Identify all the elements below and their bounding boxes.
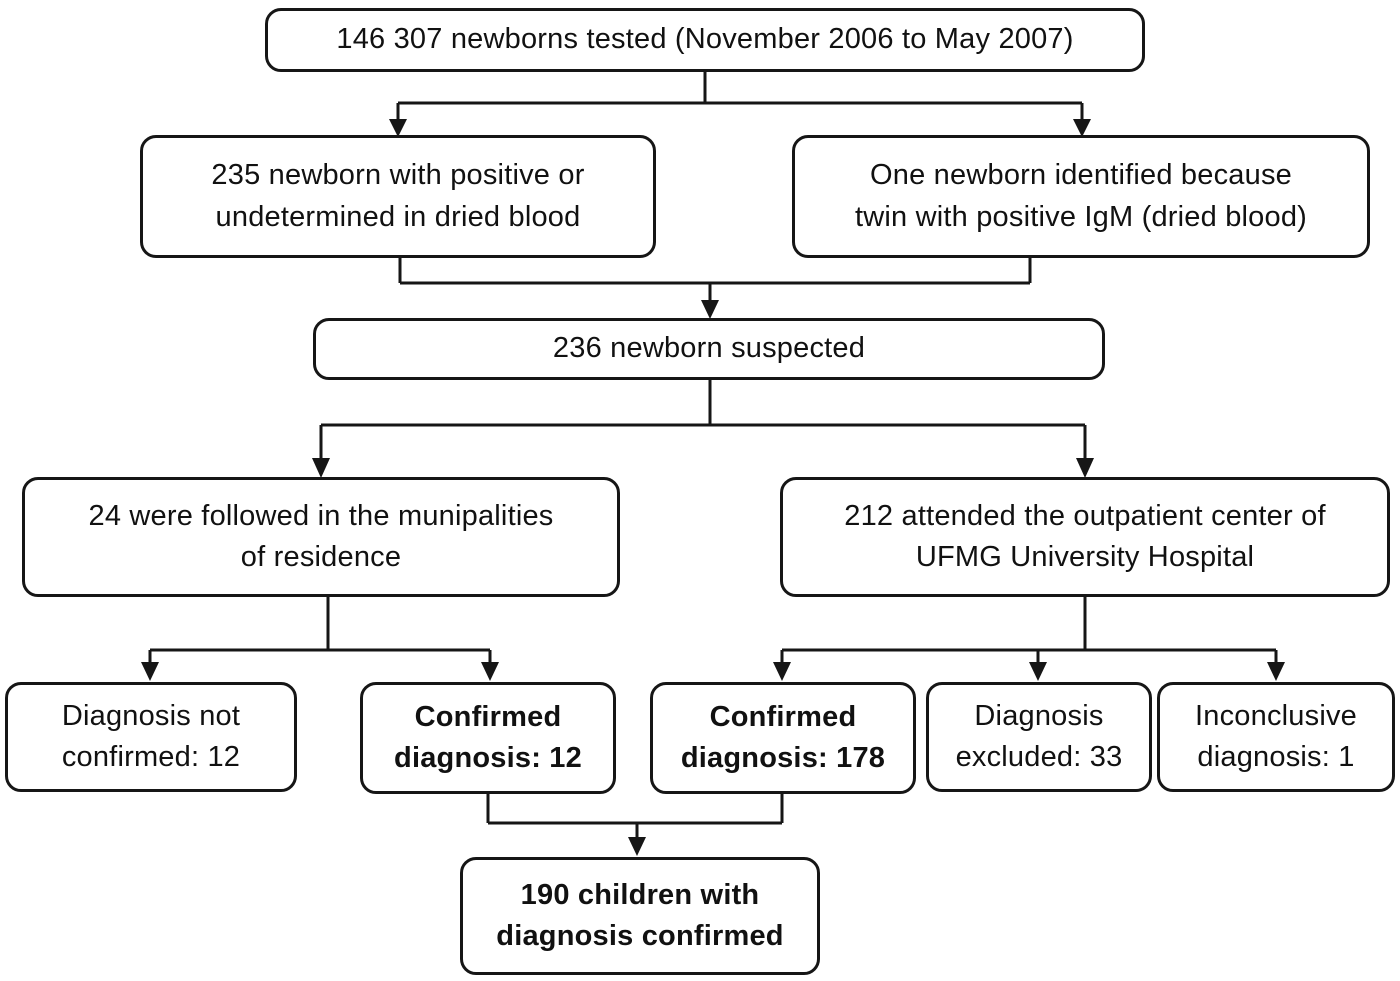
node-total-confirmed: 190 children with diagnosis confirmed xyxy=(460,857,820,975)
arrowhead xyxy=(141,662,159,681)
node-diagnosis-not-confirmed: Diagnosis not confirmed: 12 xyxy=(5,682,297,792)
node-confirmed-diagnosis-12: Confirmed diagnosis: 12 xyxy=(360,682,616,794)
node-newborn-suspected: 236 newborn suspected xyxy=(313,318,1105,380)
node-inconclusive-diagnosis: Inconclusive diagnosis: 1 xyxy=(1157,682,1395,792)
arrowhead xyxy=(481,662,499,681)
connector-municipalities-to-children xyxy=(141,597,499,681)
arrowhead xyxy=(1076,458,1094,478)
arrowhead xyxy=(628,837,646,856)
arrowhead xyxy=(1267,662,1285,681)
arrowhead xyxy=(1073,119,1091,137)
arrowhead xyxy=(312,458,330,478)
node-newborns-tested: 146 307 newborns tested (November 2006 t… xyxy=(265,8,1145,72)
arrowhead xyxy=(1029,662,1047,681)
arrowhead xyxy=(701,300,719,319)
connector-confirmed-to-total xyxy=(486,794,784,856)
node-confirmed-diagnosis-178: Confirmed diagnosis: 178 xyxy=(650,682,916,794)
node-positive-dried-blood: 235 newborn with positive or undetermine… xyxy=(140,135,656,258)
node-twin-igm: One newborn identified because twin with… xyxy=(792,135,1370,258)
connector-row2-to-suspected xyxy=(398,258,1032,319)
connector-suspected-to-row4 xyxy=(312,380,1094,478)
arrowhead xyxy=(773,662,791,681)
connector-outpatient-to-children xyxy=(773,597,1285,681)
connector-tested-to-row2 xyxy=(389,72,1091,137)
arrowhead xyxy=(389,119,407,137)
node-diagnosis-excluded: Diagnosis excluded: 33 xyxy=(926,682,1152,792)
node-followed-municipalities: 24 were followed in the munipalities of … xyxy=(22,477,620,597)
node-outpatient-center: 212 attended the outpatient center of UF… xyxy=(780,477,1390,597)
